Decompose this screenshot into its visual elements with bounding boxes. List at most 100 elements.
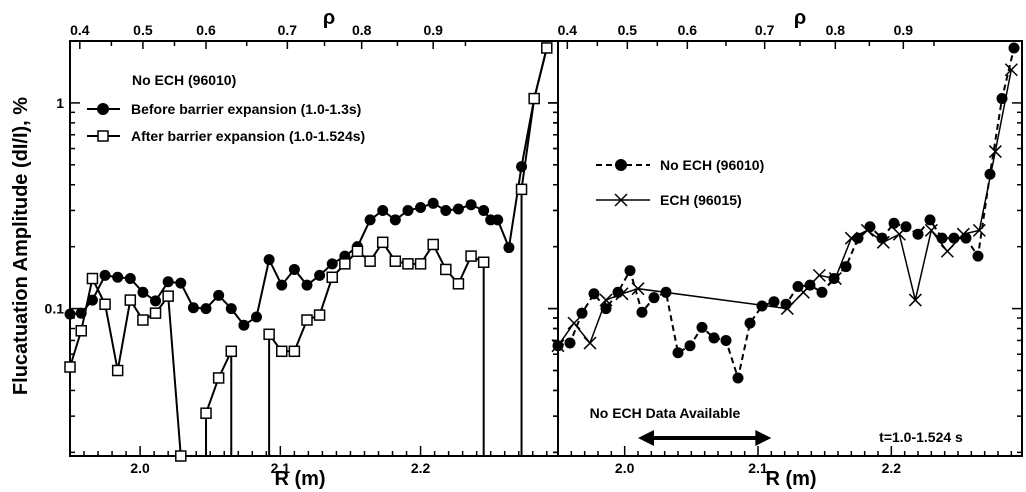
top-tick-label: 0.9 <box>423 22 443 38</box>
data-point <box>478 204 490 216</box>
data-point <box>263 328 275 341</box>
y-tick-label: 0.1 <box>45 301 65 317</box>
data-point <box>64 361 76 373</box>
data-point <box>301 314 313 326</box>
data-point <box>86 294 98 306</box>
data-point <box>828 273 840 285</box>
data-point <box>275 345 288 358</box>
top-tick-label: 0.7 <box>278 22 298 38</box>
right-top-axis-label: ρ <box>794 7 806 29</box>
data-point <box>660 286 672 298</box>
data-point <box>1008 42 1020 54</box>
top-tick-label: 0.7 <box>755 22 775 38</box>
right-ticks: 2.0 2.1 2.2 0.4 0.5 0.6 0.7 0.8 0.9 <box>548 22 1022 476</box>
data-point <box>351 245 364 258</box>
data-point <box>876 235 890 249</box>
data-point <box>940 244 954 258</box>
right-series-markers <box>551 42 1020 384</box>
data-point <box>86 272 99 285</box>
data-point <box>288 345 301 358</box>
x-tick-label: 2.2 <box>882 460 902 476</box>
data-point <box>631 282 645 296</box>
data-point <box>696 321 708 333</box>
data-point <box>137 286 149 298</box>
arrow-head-left <box>638 430 654 446</box>
data-point <box>551 339 565 353</box>
data-point <box>64 308 76 320</box>
data-point <box>567 316 581 330</box>
data-point <box>263 254 275 266</box>
data-point <box>541 42 553 54</box>
left-legend: No ECH (96010) Before barrier expansion … <box>87 72 365 144</box>
data-point <box>988 145 1002 159</box>
data-point <box>948 232 960 244</box>
data-point <box>326 271 338 284</box>
top-tick-label: 0.6 <box>678 22 698 38</box>
data-point <box>492 214 504 226</box>
top-tick-label: 0.4 <box>558 22 578 38</box>
top-tick-label: 0.5 <box>133 22 153 38</box>
series-line <box>69 275 182 457</box>
data-point <box>111 364 124 377</box>
data-point <box>238 319 250 331</box>
data-point <box>225 345 238 358</box>
left-legend-label-after: After barrier expansion (1.0-1.524s) <box>131 128 365 144</box>
data-point <box>288 263 300 275</box>
data-point <box>636 306 648 318</box>
data-point <box>187 302 199 314</box>
data-point <box>99 298 111 310</box>
data-point <box>852 232 864 244</box>
right-legend-label-noech: No ECH (96010) <box>660 157 764 173</box>
data-point <box>503 242 515 254</box>
data-point <box>796 285 810 299</box>
data-point <box>427 238 439 251</box>
data-point <box>912 228 924 240</box>
left-top-axis-label: ρ <box>323 7 335 29</box>
data-point <box>326 258 338 270</box>
data-point <box>599 293 613 307</box>
x-tick-label: 2.1 <box>748 460 768 476</box>
data-point <box>516 161 528 173</box>
data-point <box>956 227 970 241</box>
data-point <box>112 271 124 283</box>
left-legend-title: No ECH (96010) <box>132 72 236 88</box>
x-tick-label: 2.2 <box>411 460 431 476</box>
data-point <box>377 204 389 216</box>
data-point <box>732 372 744 384</box>
right-panel: 2.0 2.1 2.2 0.4 0.5 0.6 0.7 0.8 0.9 ρ R (m) No E… <box>548 7 1023 490</box>
left-series-markers <box>64 42 553 462</box>
data-point <box>924 223 938 237</box>
data-point <box>162 276 174 288</box>
data-point <box>314 269 326 281</box>
right-legend-label-ech: ECH (96015) <box>660 192 742 208</box>
data-point <box>200 303 212 315</box>
data-point <box>124 294 137 306</box>
data-point <box>996 93 1008 105</box>
data-point <box>440 204 452 216</box>
data-point <box>615 287 629 301</box>
series-line <box>69 47 548 327</box>
data-point <box>744 317 756 329</box>
data-point <box>415 202 427 214</box>
series-line <box>268 240 485 353</box>
left-panel: 0.112.0 2.1 2.20.4 0.5 0.6 0.7 0.8 0.9 ρ R (m) … <box>45 7 559 490</box>
data-point <box>972 250 984 262</box>
data-point <box>339 258 351 270</box>
data-point <box>672 347 684 359</box>
data-point <box>816 286 828 298</box>
top-tick-label: 0.8 <box>826 22 846 38</box>
data-point <box>892 227 906 241</box>
data-point <box>137 314 149 326</box>
no-data-arrow <box>638 430 772 446</box>
time-note: t=1.0-1.524 s <box>879 429 963 445</box>
data-point <box>364 214 376 226</box>
top-tick-label: 0.8 <box>352 22 372 38</box>
data-point <box>440 263 452 276</box>
data-point <box>150 295 162 307</box>
x-tick-label: 2.1 <box>271 460 291 476</box>
data-point <box>75 325 87 337</box>
data-point <box>828 272 842 286</box>
data-point <box>276 279 288 291</box>
data-point <box>564 337 576 349</box>
left-x-axis-label: R (m) <box>274 468 325 490</box>
